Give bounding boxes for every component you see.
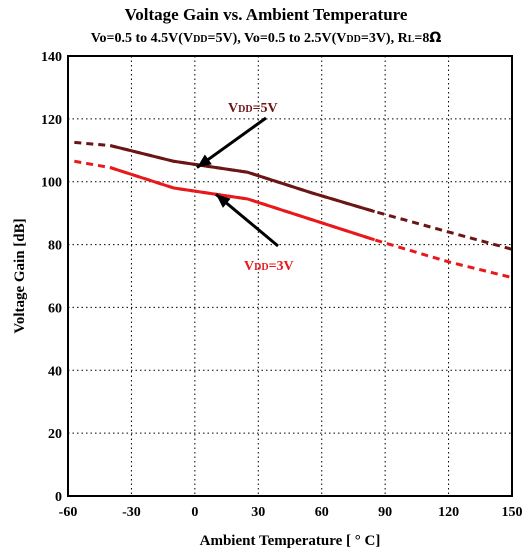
x-tick-label: 60 xyxy=(315,505,329,520)
y-tick-label: 40 xyxy=(48,364,62,379)
y-tick-label: 20 xyxy=(48,427,62,442)
grid xyxy=(68,56,512,496)
x-tick-label: 90 xyxy=(378,505,392,520)
x-tick-label: 30 xyxy=(251,505,265,520)
y-tick-label: 100 xyxy=(41,176,62,191)
annotation-arrow-head xyxy=(216,194,231,208)
y-tick-label: 120 xyxy=(41,113,62,128)
chart-title: Voltage Gain vs. Ambient Temperature xyxy=(125,5,408,24)
series-line-solid xyxy=(109,166,376,242)
series-label: VDD=3V xyxy=(244,259,294,274)
x-tick-label: 150 xyxy=(502,505,523,520)
x-tick-label: 120 xyxy=(438,505,459,520)
annotation-arrow-head xyxy=(196,154,212,168)
series-line-solid xyxy=(109,144,375,214)
series-line-dashed xyxy=(74,159,512,280)
y-axis-label: Voltage Gain [dB] xyxy=(12,218,28,333)
series-line-dashed xyxy=(74,140,512,251)
series-label: VDD=5V xyxy=(228,101,278,116)
annotation-arrow-shaft xyxy=(196,116,267,169)
x-axis-label: Ambient Temperature [ ° C] xyxy=(200,533,381,549)
y-tick-label: 140 xyxy=(41,50,62,65)
chart-subtitle: Vo=0.5 to 4.5V(VDD=5V), Vo=0.5 to 2.5V(V… xyxy=(91,30,442,46)
x-tick-label: -60 xyxy=(59,505,78,520)
y-tick-label: 60 xyxy=(48,301,62,316)
plot-frame xyxy=(67,55,513,497)
y-tick-label: 80 xyxy=(48,239,62,254)
annotations: VDD=5V VDD=3V xyxy=(196,101,294,274)
x-tick-label: 0 xyxy=(191,505,198,520)
x-tick-label: -30 xyxy=(122,505,141,520)
tick-labels: -60 -30 0 30 60 90 120 150 0 20 40 60 80 100 120 140 xyxy=(41,50,523,520)
y-tick-label: 0 xyxy=(55,490,62,505)
series-layer xyxy=(74,140,512,280)
